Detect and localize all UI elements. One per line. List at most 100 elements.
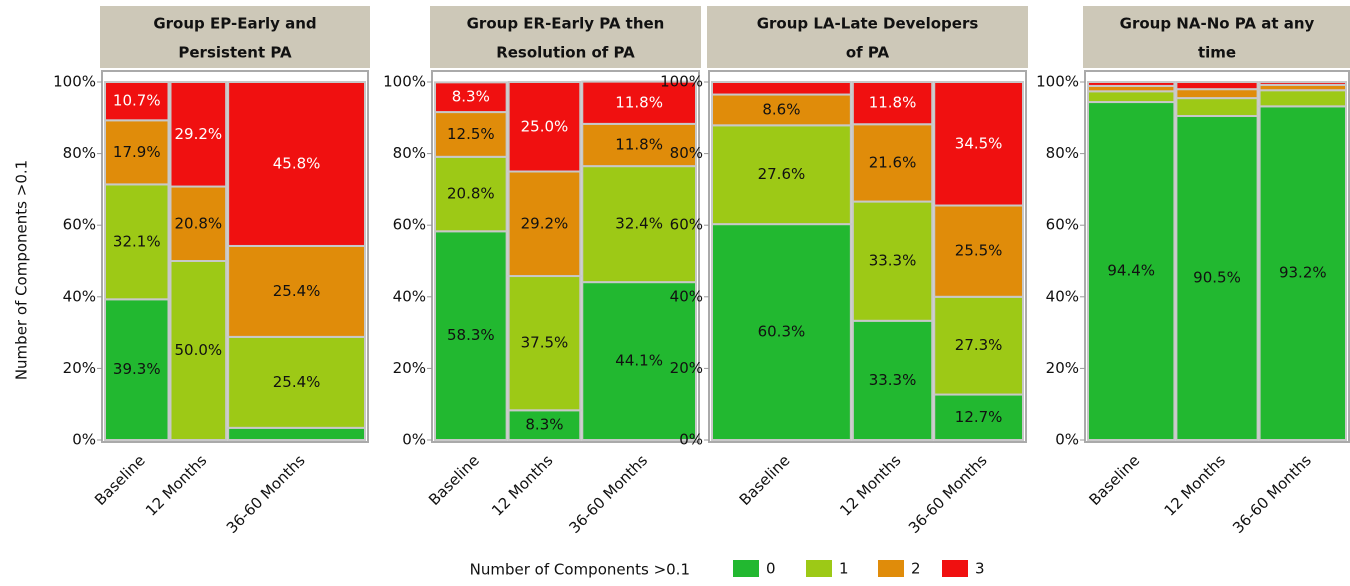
legend-label: 2	[911, 560, 921, 578]
panel-header	[707, 6, 1028, 68]
panel-title: Group ER-Early PA then	[467, 15, 665, 33]
y-tick-label: 20%	[1046, 359, 1079, 377]
legend-label: 1	[839, 560, 849, 578]
y-tick-label: 0%	[679, 431, 703, 449]
segment	[711, 223, 852, 441]
legend-label: 3	[975, 560, 985, 578]
y-tick-label: 0%	[402, 431, 426, 449]
segment	[851, 319, 934, 442]
y-tick-label: 60%	[63, 216, 96, 234]
data-label: 11.8%	[615, 136, 663, 154]
data-label: 32.4%	[615, 215, 663, 233]
segment	[507, 81, 582, 173]
data-label: 29.2%	[521, 214, 569, 232]
panel-title: of PA	[846, 44, 890, 62]
segment	[933, 204, 1024, 298]
data-label: 60.3%	[758, 323, 806, 341]
x-tick-label: Baseline	[736, 451, 794, 509]
x-tick-label: 12 Months	[142, 451, 210, 519]
data-label: 90.5%	[1193, 269, 1241, 287]
data-label: 33.3%	[869, 252, 917, 270]
segment	[227, 81, 366, 247]
y-tick-label: 40%	[393, 287, 426, 305]
segment	[933, 81, 1024, 207]
segment	[581, 80, 698, 125]
y-tick-label: 100%	[53, 73, 96, 91]
data-label: 93.2%	[1279, 264, 1327, 282]
data-label: 8.6%	[762, 100, 800, 118]
segment	[1175, 97, 1259, 118]
data-label: 25.4%	[273, 373, 321, 391]
segment	[1175, 115, 1259, 441]
segment	[581, 281, 698, 442]
data-label: 50.0%	[174, 341, 222, 359]
data-label: 39.3%	[113, 360, 161, 378]
panel-header	[430, 6, 701, 68]
y-tick-label: 100%	[660, 73, 703, 91]
segment	[581, 165, 698, 284]
panel-title: Persistent PA	[178, 44, 292, 62]
y-tick-label: 20%	[63, 359, 96, 377]
data-label: 11.8%	[869, 94, 917, 112]
x-tick-label: Baseline	[1086, 451, 1144, 509]
data-label: 33.3%	[869, 371, 917, 389]
segment	[169, 260, 228, 441]
segment	[933, 295, 1024, 396]
y-tick-label: 80%	[670, 144, 703, 162]
data-label: 12.5%	[447, 125, 495, 143]
segment	[507, 275, 582, 412]
segment	[1087, 101, 1176, 441]
data-label: 10.7%	[113, 92, 161, 110]
segment	[581, 122, 698, 168]
y-tick-label: 40%	[63, 287, 96, 305]
x-tick-label: 36-60 Months	[223, 451, 309, 537]
legend-title: Number of Components >0.1	[470, 561, 690, 579]
data-label: 8.3%	[525, 416, 563, 434]
panel-title: Resolution of PA	[496, 44, 635, 62]
segment	[1258, 89, 1347, 108]
data-label: 32.1%	[113, 232, 161, 250]
segment	[1258, 81, 1347, 86]
y-tick-label: 20%	[393, 359, 426, 377]
panel-header	[1083, 6, 1350, 68]
data-label: 94.4%	[1107, 262, 1155, 280]
data-label: 12.7%	[955, 408, 1003, 426]
data-label: 20.8%	[447, 185, 495, 203]
data-label: 20.8%	[174, 214, 222, 232]
segment	[507, 409, 582, 442]
y-tick-label: 60%	[393, 216, 426, 234]
segment	[104, 298, 170, 441]
data-label: 44.1%	[615, 352, 663, 370]
segment	[104, 119, 170, 186]
y-tick-label: 0%	[1055, 431, 1079, 449]
x-tick-label: 36-60 Months	[905, 451, 991, 537]
x-tick-label: 36-60 Months	[1229, 451, 1315, 537]
panel-title: Group EP-Early and	[153, 15, 316, 33]
data-label: 11.8%	[615, 93, 663, 111]
data-label: 27.6%	[758, 165, 806, 183]
segment	[434, 81, 508, 114]
data-label: 27.3%	[955, 336, 1003, 354]
data-label: 25.4%	[273, 282, 321, 300]
segment	[1175, 81, 1259, 91]
x-tick-label: Baseline	[91, 451, 149, 509]
y-tick-label: 60%	[1046, 216, 1079, 234]
segment	[434, 111, 508, 158]
legend-swatch	[878, 560, 904, 577]
segment	[1258, 105, 1347, 442]
panel-title: Group LA-Late Developers	[757, 15, 979, 33]
data-label: 17.9%	[113, 143, 161, 161]
panel-title: time	[1198, 44, 1236, 62]
y-tick-label: 0%	[72, 431, 96, 449]
panel-title: Group NA-No PA at any	[1120, 15, 1315, 33]
y-tick-label: 80%	[1046, 144, 1079, 162]
segment	[507, 170, 582, 278]
y-tick-label: 40%	[670, 287, 703, 305]
data-label: 37.5%	[521, 334, 569, 352]
data-label: 58.3%	[447, 326, 495, 344]
legend-label: 0	[766, 560, 776, 578]
segment	[1087, 90, 1176, 104]
segment	[227, 244, 366, 338]
x-tick-label: 12 Months	[488, 451, 556, 519]
